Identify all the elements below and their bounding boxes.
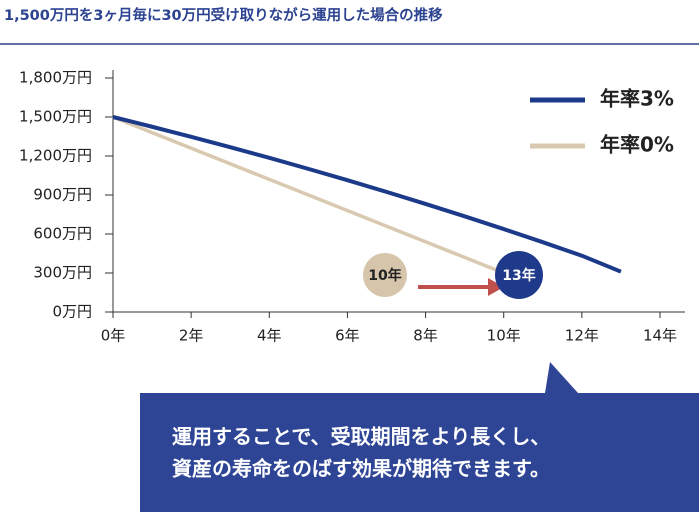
annotation-label: 10年: [368, 267, 401, 284]
y-tick-label: 0万円: [52, 303, 92, 321]
x-tick-label: 14年: [643, 327, 677, 345]
x-tick-label: 12年: [565, 327, 599, 345]
callout-text: 運用することで、受取期間をより長くし、: [172, 425, 550, 449]
annotation-label: 13年: [502, 267, 535, 284]
callout-box: [140, 362, 699, 512]
legend-label: 年率0%: [600, 133, 674, 157]
annotation-circle: [495, 251, 543, 299]
y-tick-label: 900万円: [33, 186, 92, 204]
y-tick-label: 1,200万円: [19, 147, 92, 165]
x-tick-label: 8年: [413, 327, 438, 345]
annotation-circle: [363, 253, 407, 297]
x-tick-label: 2年: [179, 327, 204, 345]
x-tick-label: 0年: [101, 327, 126, 345]
legend-label: 年率3%: [600, 87, 674, 111]
arrow-head: [488, 278, 504, 296]
y-tick-label: 1,500万円: [19, 108, 92, 126]
series-line: [112, 115, 622, 274]
callout-text: 資産の寿命をのばす効果が期待できます。: [172, 457, 550, 481]
x-tick-label: 10年: [487, 327, 521, 345]
chart-title: 1,500万円を3ヶ月毎に30万円受け取りながら運用した場合の推移: [4, 6, 443, 24]
x-tick-label: 6年: [335, 327, 360, 345]
y-tick-label: 300万円: [33, 264, 92, 282]
y-tick-label: 600万円: [33, 225, 92, 243]
x-tick-label: 4年: [257, 327, 282, 345]
y-tick-label: 1,800万円: [19, 69, 92, 87]
series-line: [112, 115, 505, 275]
